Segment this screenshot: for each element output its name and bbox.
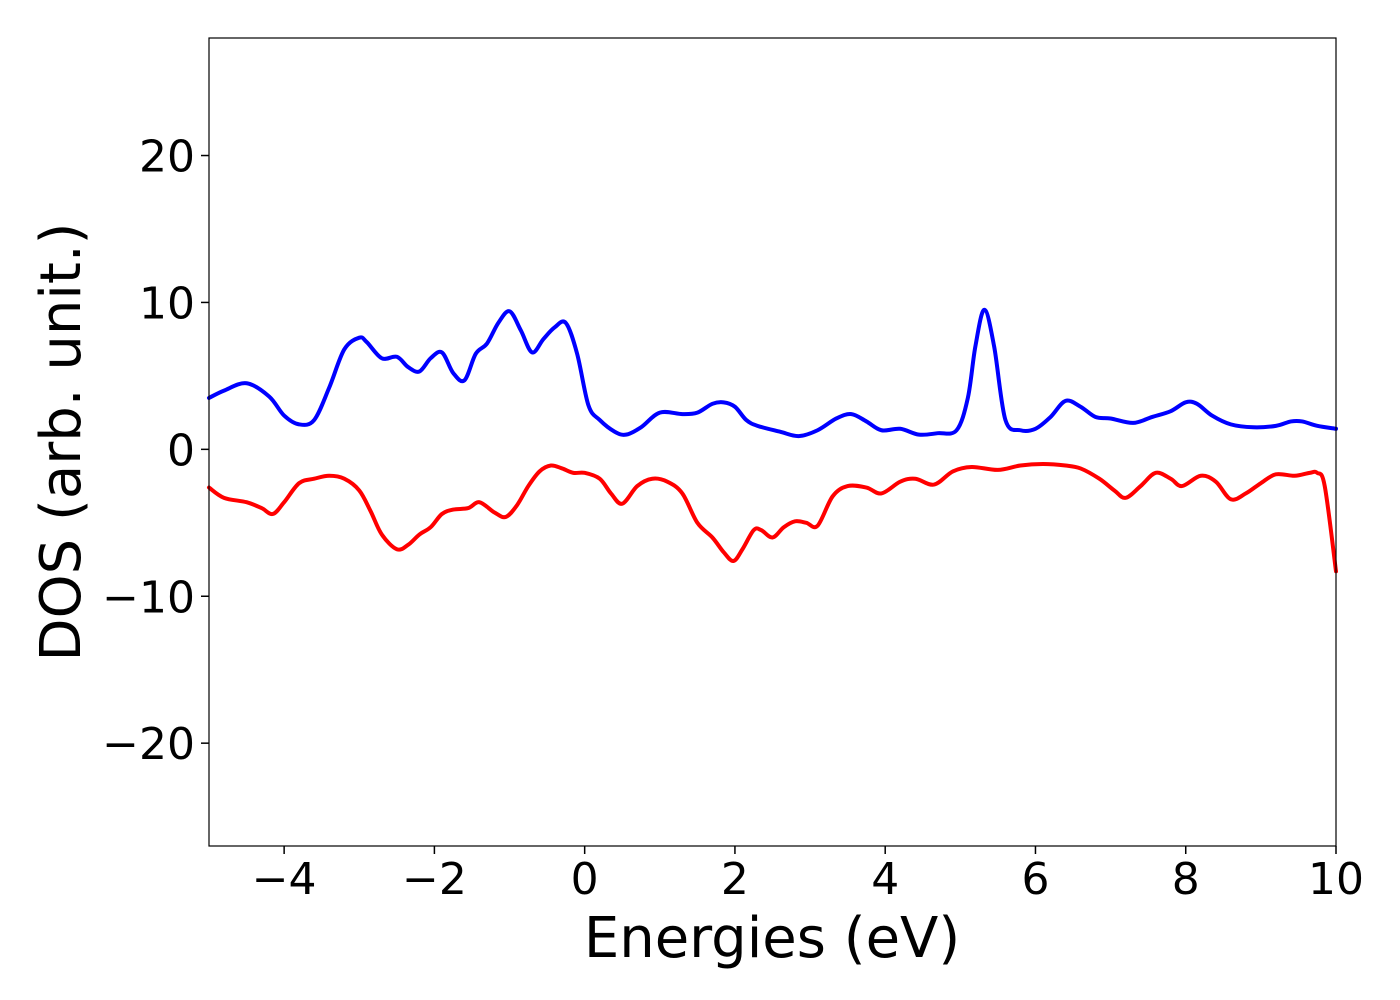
y-axis: −20 −10 0 10 20	[102, 132, 209, 770]
x-tick-label: 0	[571, 854, 599, 905]
y-tick-label: 20	[139, 132, 195, 183]
series-line-2	[207, 462, 1338, 574]
x-axis: −4 −2 0 2 4 6 8 10	[252, 846, 1364, 905]
x-tick-label: 10	[1308, 854, 1364, 905]
plot-frame	[208, 37, 1337, 847]
y-tick-label: −10	[102, 572, 195, 623]
x-tick-label: 4	[871, 854, 899, 905]
x-tick-label: −2	[402, 854, 467, 905]
y-axis-label: DOS (arb. unit.)	[29, 222, 94, 661]
y-tick-label: −20	[102, 719, 195, 770]
series-layer	[207, 307, 1338, 574]
series-line-1	[207, 307, 1338, 439]
y-tick-label: 10	[139, 278, 195, 329]
x-tick-label: 6	[1021, 854, 1049, 905]
x-axis-label: Energies (eV)	[584, 906, 960, 971]
x-tick-label: 2	[721, 854, 749, 905]
y-tick-label: 0	[167, 425, 195, 476]
x-tick-label: −4	[252, 854, 317, 905]
x-tick-label: 8	[1172, 854, 1200, 905]
